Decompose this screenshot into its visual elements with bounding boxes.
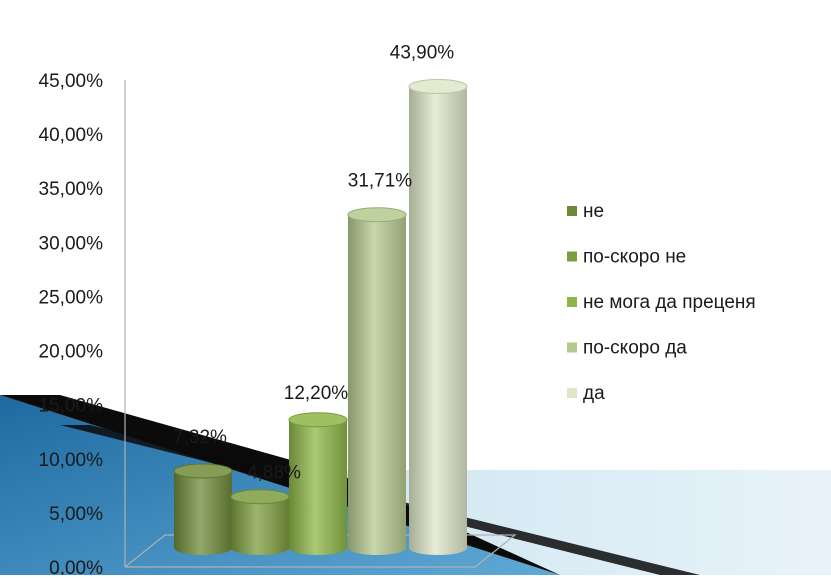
legend-label: по-скоро да [583, 338, 687, 359]
legend-item: не мога да преценя [567, 292, 756, 313]
bar-3 [288, 412, 348, 555]
bar-top [347, 207, 407, 223]
y-axis-ticks: 0,00% 5,00% 10,00% 15,00% 20,00% 25,00% 30,00%… [39, 71, 104, 579]
bar-top [230, 489, 290, 505]
y-tick-label: 0,00% [49, 558, 103, 575]
y-tick-label: 20,00% [39, 342, 104, 363]
legend-swatch [567, 251, 577, 262]
bar-body [289, 419, 347, 555]
bar-4 [347, 207, 407, 555]
plot-frame [124, 80, 517, 568]
bar-2 [230, 489, 290, 555]
y-tick-label: 5,00% [49, 504, 103, 525]
legend-label: по-скоро не [583, 247, 686, 268]
bar-top [288, 412, 348, 428]
y-tick-label: 35,00% [39, 179, 104, 200]
bar-series [173, 79, 468, 555]
legend-item: да [567, 383, 605, 404]
legend-item: по-скоро да [567, 338, 687, 359]
data-label: 31,71% [348, 171, 413, 192]
bar-top [173, 463, 233, 479]
data-label: 43,90% [390, 43, 455, 64]
bar-body [409, 86, 467, 555]
bar-body [231, 496, 289, 555]
y-tick-label: 15,00% [39, 396, 104, 417]
bar-1 [173, 463, 233, 555]
legend: не по-скоро не не мога да преценя по-скоро … [567, 201, 756, 404]
legend-item: не [567, 201, 604, 222]
legend-label: не [583, 201, 604, 222]
legend-label: да [583, 383, 605, 404]
legend-swatch [567, 297, 577, 307]
data-label: 7,32% [173, 427, 227, 448]
legend-swatch [567, 342, 577, 353]
y-tick-label: 40,00% [39, 125, 104, 146]
bar-5 [408, 79, 468, 555]
y-tick-label: 25,00% [39, 287, 104, 308]
bar-body [174, 471, 232, 555]
bar-body [348, 214, 406, 555]
legend-swatch [567, 388, 577, 398]
legend-item: по-скоро не [567, 247, 686, 268]
legend-label: не мога да преценя [583, 292, 756, 313]
data-labels: 7,32% 4,88% 12,20% 31,71% 43,90% [173, 43, 454, 484]
y-tick-label: 30,00% [39, 233, 104, 254]
bar-top [408, 79, 468, 95]
legend-swatch [567, 206, 577, 216]
data-label: 4,88% [247, 463, 301, 484]
y-tick-label: 45,00% [39, 71, 104, 92]
data-label: 12,20% [284, 383, 349, 404]
y-tick-label: 10,00% [39, 450, 104, 471]
